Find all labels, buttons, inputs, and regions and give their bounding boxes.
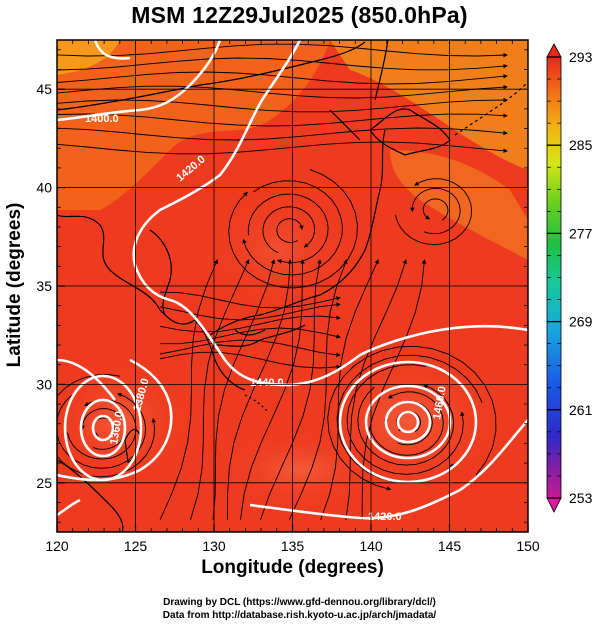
colorbar-max-triangle — [546, 43, 562, 58]
colorbar-tick-label: 261 — [569, 402, 593, 418]
x-tick-label: 145 — [438, 538, 462, 554]
y-tick-label: 25 — [36, 475, 52, 491]
x-tick-label: 135 — [281, 538, 305, 554]
streamline — [57, 43, 508, 58]
contour-label: 1460.0 — [431, 385, 449, 420]
credit-dcl: Drawing by DCL (https://www.gfd-dennou.o… — [163, 597, 436, 608]
streamline — [212, 259, 276, 521]
streamline — [57, 113, 508, 127]
colorbar-tick-label: 277 — [569, 225, 593, 241]
y-tick-label: 30 — [36, 376, 52, 392]
streamline — [242, 180, 343, 276]
colorbar-tick-label: 285 — [569, 137, 593, 153]
streamline — [159, 339, 341, 358]
streamlines — [57, 43, 508, 521]
credit-data-source: Data from http://database.rish.kyoto-u.a… — [162, 610, 437, 621]
streamline — [57, 84, 508, 99]
x-axis-label: Longitude (degrees) — [201, 557, 384, 578]
height-contours — [57, 40, 528, 520]
streamline — [262, 206, 316, 254]
streamline — [159, 351, 341, 370]
chart-title: MSM 12Z29Jul2025 (850.0hPa) — [131, 2, 468, 28]
y-axis-label: Latitude (degrees) — [4, 202, 25, 368]
streamline — [327, 345, 497, 491]
streamline — [276, 218, 304, 243]
colorbar: 293 285 277 269 261 253 — [546, 43, 593, 513]
streamline — [247, 193, 329, 264]
contour-label: 1360.0 — [108, 410, 126, 445]
streamline — [226, 259, 293, 521]
streamline — [159, 291, 341, 309]
streamline — [320, 259, 379, 521]
streamline — [57, 127, 508, 141]
streamline — [159, 315, 341, 333]
x-tick-label: 140 — [359, 538, 383, 554]
streamline — [57, 97, 508, 113]
streamline — [57, 71, 508, 85]
streamline — [345, 259, 407, 521]
streamline — [160, 327, 341, 345]
streamline — [369, 391, 444, 456]
streamline — [57, 392, 147, 469]
streamline — [410, 187, 461, 235]
x-tick-label: 120 — [45, 538, 69, 554]
x-tick-label: 125 — [124, 538, 148, 554]
streamline — [228, 169, 358, 289]
streamline — [189, 259, 250, 521]
contour-label: 1420.0 — [368, 511, 402, 523]
colorbar-tick-label: 293 — [569, 49, 593, 65]
y-tick-label: 45 — [36, 81, 52, 97]
streamline — [288, 259, 348, 521]
contour-label: 1400.0 — [85, 113, 119, 125]
streamline — [159, 259, 218, 521]
streamline — [357, 384, 455, 466]
x-tick-label: 150 — [516, 538, 540, 554]
streamline — [57, 57, 508, 71]
streamline — [394, 178, 473, 246]
y-tick-label: 35 — [36, 278, 52, 294]
contour-label: 1440.0 — [250, 377, 284, 389]
coastlines — [57, 40, 528, 532]
colorbar-tick-label: 269 — [569, 314, 593, 330]
streamline — [80, 408, 127, 450]
streamline — [361, 259, 427, 521]
x-tick-label: 130 — [202, 538, 226, 554]
axis-ticks: 120 125 130 135 140 145 150 25 30 35 40 45 — [36, 40, 540, 554]
y-tick-label: 40 — [36, 180, 52, 196]
streamline — [239, 259, 305, 521]
streamline — [57, 141, 508, 155]
colorbar-tick-label: 253 — [569, 490, 593, 506]
colorbar-min-triangle — [546, 497, 562, 513]
streamline — [422, 198, 449, 221]
